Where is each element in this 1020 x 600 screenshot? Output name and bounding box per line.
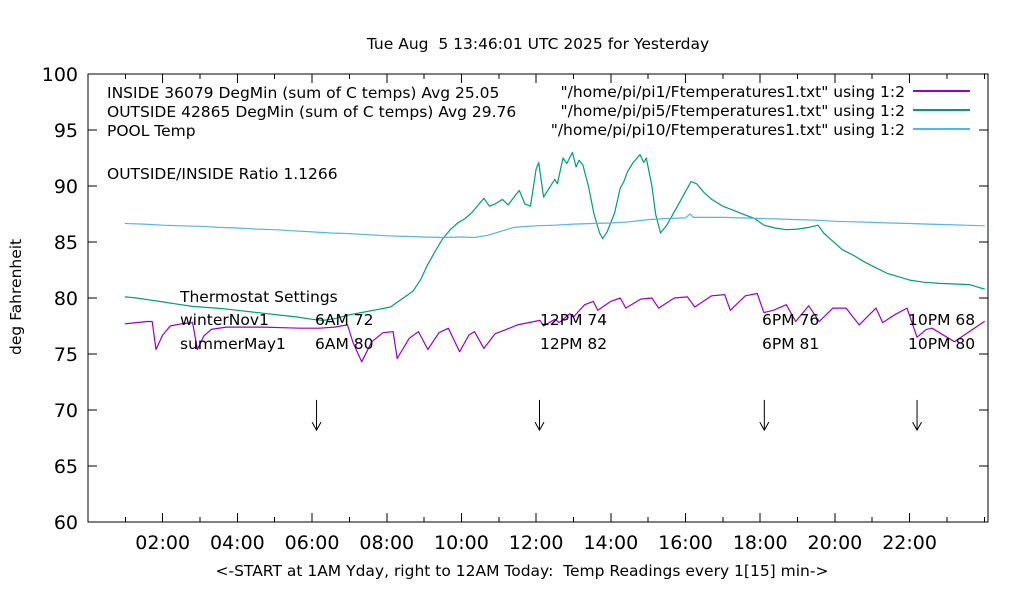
- thermostat-summer-name: summerMay1: [180, 335, 286, 353]
- x-tick-label: 16:00: [658, 532, 713, 554]
- pool-temp-label: POOL Temp: [107, 122, 196, 140]
- series-outside-line: [124, 151, 985, 321]
- legend-line-sample-pool: [913, 128, 970, 130]
- x-tick-label: 04:00: [210, 532, 265, 554]
- y-axis-label: deg Fahrenheit: [7, 238, 26, 355]
- down-arrow-head: [534, 421, 545, 432]
- y-tick-label: 85: [54, 232, 78, 254]
- outside-inside-ratio: OUTSIDE/INSIDE Ratio 1.1266: [107, 165, 338, 183]
- x-tick-label: 18:00: [733, 532, 788, 554]
- x-axis-label: <-START at 1AM Yday, right to 12AM Today…: [215, 562, 829, 580]
- y-tick-label: 95: [54, 120, 78, 142]
- legend-entry-outside-file: "/home/pi/pi5/Ftemperatures1.txt" using …: [560, 102, 905, 120]
- x-tick-label: 10:00: [434, 532, 489, 554]
- thermostat-winter-name: winterNov1: [180, 311, 269, 329]
- chart-title: Tue Aug 5 13:46:01 UTC 2025 for Yesterda…: [366, 35, 710, 53]
- down-arrow-head: [912, 421, 922, 432]
- thermostat-winter-6am: 6AM 72: [315, 311, 374, 329]
- thermostat-summer-6am: 6AM 80: [315, 335, 374, 353]
- thermostat-winter-6pm: 6PM 76: [762, 311, 820, 329]
- inside-degmin-summary: INSIDE 36079 DegMin (sum of C temps) Avg…: [107, 84, 500, 102]
- thermostat-summer-10pm: 10PM 80: [908, 335, 976, 353]
- x-tick-label: 08:00: [359, 532, 414, 554]
- legend-entry-pool-file: "/home/pi/pi10/Ftemperatures1.txt" using…: [550, 121, 905, 139]
- legend-entry-inside-file: "/home/pi/pi1/Ftemperatures1.txt" using …: [560, 83, 905, 101]
- x-tick-label: 22:00: [882, 532, 937, 554]
- x-tick-label: 06:00: [285, 532, 340, 554]
- thermostat-summer-6pm: 6PM 81: [762, 335, 820, 353]
- x-tick-label: 12:00: [509, 532, 564, 554]
- y-tick-label: 65: [54, 456, 78, 478]
- y-tick-label: 75: [54, 344, 78, 366]
- y-tick-label: 70: [54, 400, 78, 422]
- thermostat-winter-10pm: 10PM 68: [908, 311, 976, 329]
- y-tick-label: 90: [54, 176, 78, 198]
- y-tick-label: 100: [42, 64, 78, 86]
- down-arrow-head: [759, 421, 770, 432]
- legend-line-sample-outside: [913, 109, 970, 111]
- x-tick-label: 14:00: [583, 532, 638, 554]
- legend-line-sample-inside: [913, 90, 970, 92]
- down-arrow-head: [311, 421, 322, 432]
- series-inside-line: [124, 292, 985, 363]
- outside-degmin-summary: OUTSIDE 42865 DegMin (sum of C temps) Av…: [107, 103, 517, 121]
- thermostat-winter-12pm: 12PM 74: [540, 311, 608, 329]
- y-tick-label: 60: [54, 512, 78, 534]
- x-tick-label: 20:00: [808, 532, 863, 554]
- y-tick-label: 80: [54, 288, 78, 310]
- thermostat-settings-heading: Thermostat Settings: [180, 288, 338, 306]
- x-tick-label: 02:00: [135, 532, 190, 554]
- thermostat-summer-12pm: 12PM 82: [540, 335, 608, 353]
- series-pool-line: [124, 213, 985, 239]
